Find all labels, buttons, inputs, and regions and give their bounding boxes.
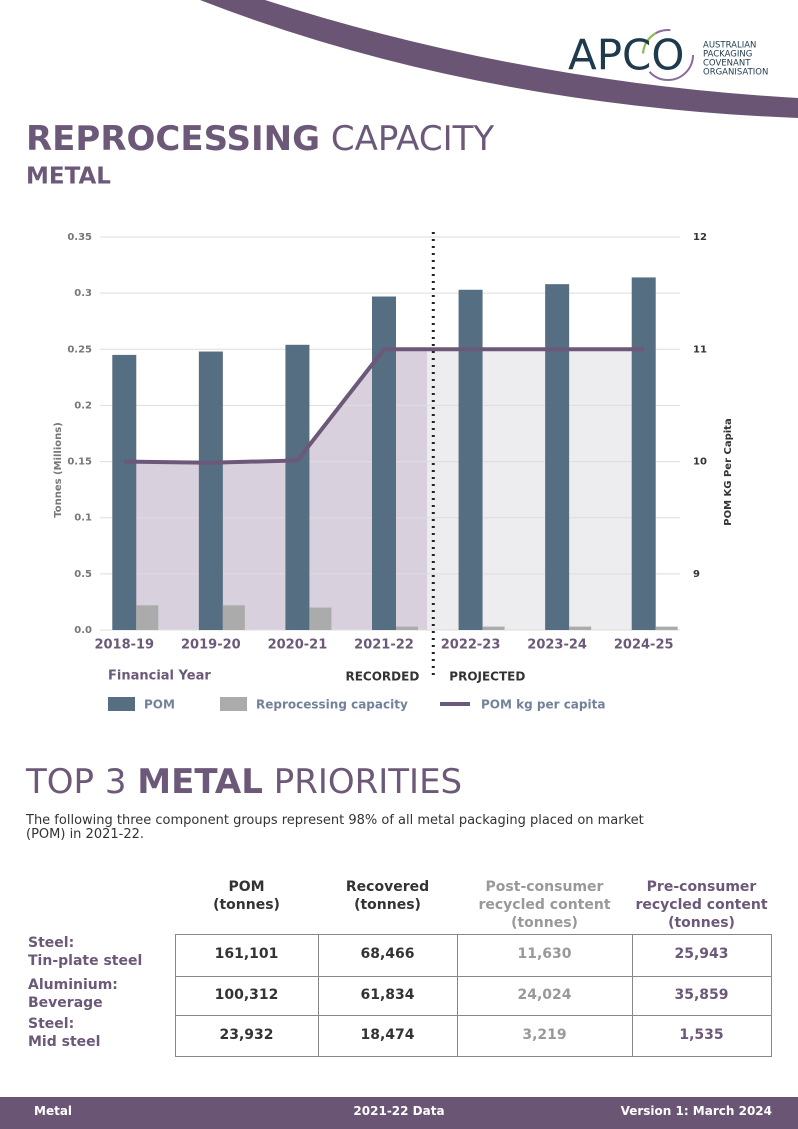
- y-tick-label: 0.25: [67, 344, 92, 355]
- y2-axis-label: POM KG Per Capita: [723, 418, 734, 525]
- bar: [396, 626, 418, 630]
- column-header: Post-consumer recycled content (tonnes): [478, 879, 611, 931]
- org-name: AUSTRALIAN: [703, 41, 756, 51]
- header-swoosh: [200, 0, 798, 118]
- column-header: Pre-consumer recycled content (tonnes): [635, 879, 768, 931]
- table-row-line: [175, 976, 771, 977]
- description: The following three component groups rep…: [26, 813, 644, 842]
- legend-label: Reprocessing capacity: [256, 698, 408, 712]
- x-tick-label: 2020-21: [268, 638, 328, 653]
- title: REPROCESSING CAPACITY: [26, 119, 494, 159]
- annotation: RECORDED: [345, 670, 419, 684]
- y-tick-label: 0.5: [74, 569, 92, 580]
- table-col-line: [632, 934, 633, 1056]
- footer-right: Version 1: March 2024: [620, 1104, 772, 1118]
- y2-tick-label: 12: [693, 232, 707, 243]
- cell: 68,466: [360, 946, 415, 962]
- y-axis-label: Tonnes (Millions): [53, 422, 64, 518]
- footer: [0, 1097, 798, 1129]
- table-border: [175, 934, 772, 1057]
- y-tick-label: 0.2: [74, 400, 92, 411]
- cell: 24,024: [517, 986, 572, 1003]
- bar: [655, 626, 678, 630]
- bar: [545, 284, 570, 630]
- cell: 23,932: [219, 1026, 274, 1043]
- table-col-line: [318, 934, 319, 1056]
- title-light: CAPACITY: [331, 119, 495, 159]
- column-header: POM (tonnes): [213, 879, 280, 913]
- bar: [569, 626, 592, 630]
- bar: [482, 626, 505, 630]
- legend-swatch: [108, 697, 135, 711]
- chart: APCO AUSTRALIAN PACKAGING COVENANT ORGAN…: [26, 0, 798, 712]
- org-name: COVENANT: [703, 59, 751, 69]
- x-tick-label: 2024-25: [614, 638, 674, 653]
- bar: [285, 344, 310, 630]
- section-title: TOP 3 METAL PRIORITIES: [26, 762, 462, 802]
- y-tick-label: 0.15: [67, 457, 92, 468]
- bar: [112, 354, 137, 630]
- row-label: Aluminium: Beverage: [28, 977, 118, 1011]
- legend-label: POM: [144, 698, 175, 712]
- cell: 1,535: [679, 1026, 724, 1043]
- line: [124, 347, 644, 465]
- legend-label: POM kg per capita: [481, 698, 605, 712]
- x-tick-label: 2022-23: [441, 638, 501, 653]
- cell: 161,101: [214, 946, 279, 962]
- x-tick-label: 2019-20: [181, 638, 241, 653]
- cell: 35,859: [674, 986, 729, 1003]
- x-tick-label: 2018-19: [94, 638, 154, 653]
- row-label: Steel: Tin-plate steel: [28, 935, 143, 969]
- y-tick-label: 0.0: [74, 625, 92, 636]
- annotation: PROJECTED: [449, 670, 525, 684]
- y2-tick-label: 10: [693, 457, 707, 468]
- bar: [372, 296, 396, 630]
- y-tick-label: 0.35: [67, 232, 92, 243]
- bar: [631, 277, 656, 630]
- cell: 61,834: [360, 986, 415, 1003]
- org-name: PACKAGING: [703, 50, 752, 60]
- column-header: Recovered (tonnes): [345, 879, 430, 913]
- bar: [458, 289, 483, 630]
- logo-ring: [642, 29, 694, 81]
- x-axis-label: Financial Year: [108, 669, 211, 684]
- y2-tick-label: 11: [693, 344, 707, 355]
- table-col-line: [457, 934, 458, 1056]
- subtitle: METAL: [26, 164, 111, 190]
- org-name: ORGANISATION: [703, 68, 768, 78]
- bar: [198, 351, 223, 630]
- bar: [222, 605, 245, 630]
- section-title-post: PRIORITIES: [273, 762, 463, 802]
- logo: APCO: [568, 31, 684, 80]
- y2-tick-label: 9: [693, 569, 700, 580]
- cell: 100,312: [214, 986, 279, 1003]
- cell: 11,630: [517, 946, 572, 962]
- y-tick-label: 0.3: [74, 288, 92, 299]
- cell: 25,943: [674, 946, 729, 962]
- bar: [136, 605, 159, 630]
- title-bold: REPROCESSING: [26, 119, 320, 159]
- cell: 3,219: [522, 1026, 567, 1043]
- table-row-line: [175, 1015, 771, 1016]
- footer-center: 2021-22 Data: [353, 1104, 445, 1118]
- bar: [309, 607, 332, 630]
- x-tick-label: 2021-22: [354, 638, 414, 653]
- y-tick-label: 0.1: [74, 513, 92, 524]
- section-title-bold: METAL: [137, 762, 263, 802]
- row-label: Steel: Mid steel: [28, 1016, 101, 1050]
- cell: 18,474: [360, 1026, 415, 1043]
- legend-swatch: [220, 697, 247, 711]
- x-tick-label: 2023-24: [527, 638, 587, 653]
- section-title-pre: TOP 3: [26, 762, 127, 802]
- footer-left: Metal: [34, 1104, 73, 1118]
